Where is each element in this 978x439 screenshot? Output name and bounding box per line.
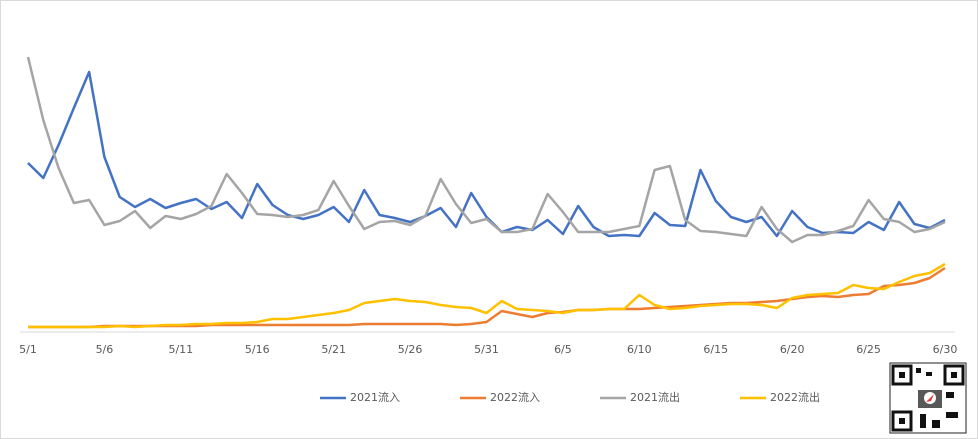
x-tick-label: 6/15 [703,343,728,356]
x-tick-label: 6/5 [554,343,572,356]
x-tick-label: 5/11 [168,343,193,356]
x-tick-label: 6/20 [780,343,805,356]
qr-code [889,362,967,434]
series-line [26,56,946,244]
x-tick-label: 5/6 [96,343,114,356]
x-tick-label: 6/30 [933,343,958,356]
series-line [27,70,946,238]
legend-label: 2022流出 [770,390,820,404]
x-tick-label: 5/16 [245,343,270,356]
legend-label: 2021流入 [350,390,400,404]
x-tick-label: 6/10 [627,343,652,356]
series-line [28,262,946,329]
x-tick-label: 5/21 [321,343,346,356]
legend-label: 2021流出 [630,390,680,404]
x-tick-label: 6/25 [856,343,881,356]
x-tick-label: 5/1 [19,343,37,356]
x-tick-label: 5/26 [398,343,423,356]
legend-label: 2022流入 [490,390,540,404]
x-tick-label: 5/31 [474,343,499,356]
